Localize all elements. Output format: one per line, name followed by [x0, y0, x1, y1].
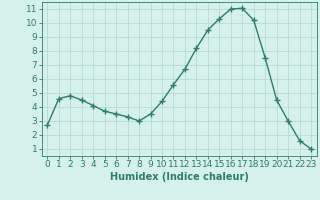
X-axis label: Humidex (Indice chaleur): Humidex (Indice chaleur) — [110, 172, 249, 182]
